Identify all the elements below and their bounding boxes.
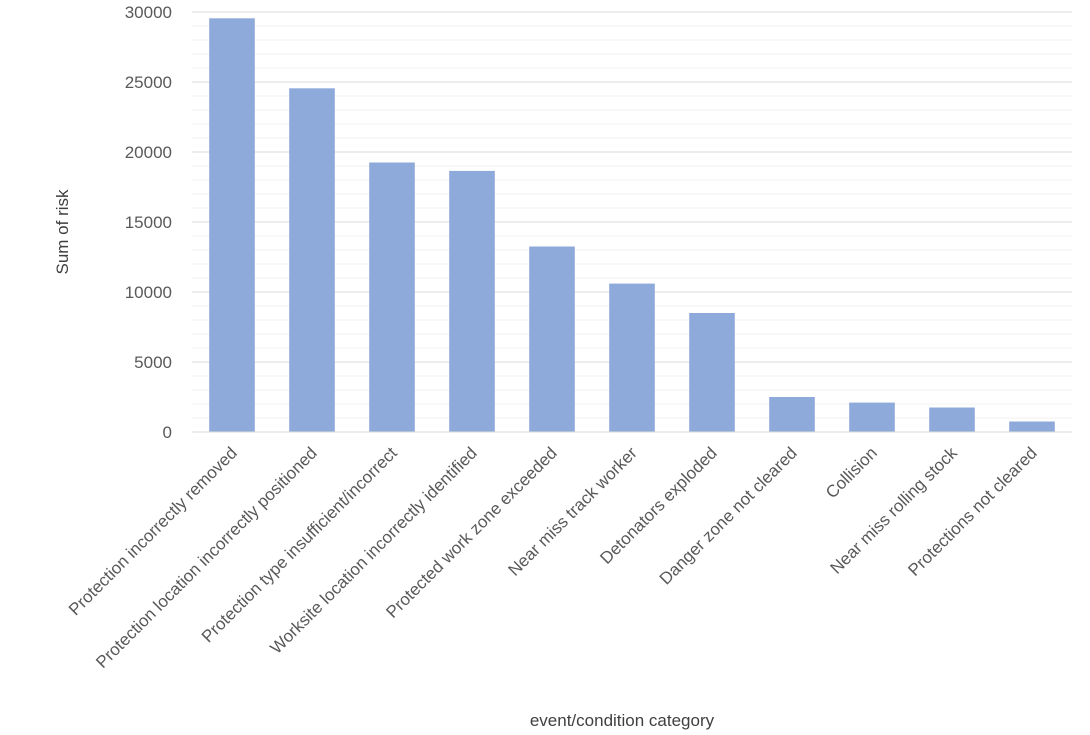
gridlines	[192, 11, 1072, 419]
y-tick-label: 0	[163, 423, 172, 442]
x-axis-title: event/condition category	[530, 711, 715, 730]
y-axis-title: Sum of risk	[53, 189, 72, 275]
bar	[769, 397, 815, 432]
x-category-label: Danger zone not cleared	[656, 443, 801, 588]
y-tick-label: 30000	[125, 3, 172, 22]
y-tick-label: 10000	[125, 283, 172, 302]
bar	[449, 170, 495, 432]
bar	[689, 313, 735, 432]
bar	[609, 283, 655, 432]
bar	[849, 402, 895, 432]
x-category-label: Collision	[822, 443, 881, 502]
bar	[929, 407, 975, 432]
bar	[209, 18, 255, 433]
bar	[289, 88, 335, 433]
y-tick-label: 5000	[134, 353, 172, 372]
y-tick-label: 15000	[125, 213, 172, 232]
y-tick-label: 20000	[125, 143, 172, 162]
bars	[209, 18, 1055, 433]
x-category-label: Near miss track worker	[504, 443, 641, 580]
bar	[369, 162, 415, 432]
bar	[1009, 421, 1055, 432]
y-tick-label: 25000	[125, 73, 172, 92]
x-category-label: Protections not cleared	[904, 443, 1040, 579]
y-axis-tick-labels: 0 5000 10000 15000 20000 25000 30000	[125, 3, 172, 442]
x-category-label: Protected work zone exceeded	[382, 443, 560, 621]
x-axis-category-labels: Protection incorrectly removed Protection…	[65, 443, 1041, 672]
x-category-label: Protection incorrectly removed	[65, 443, 241, 619]
bar	[529, 246, 575, 432]
